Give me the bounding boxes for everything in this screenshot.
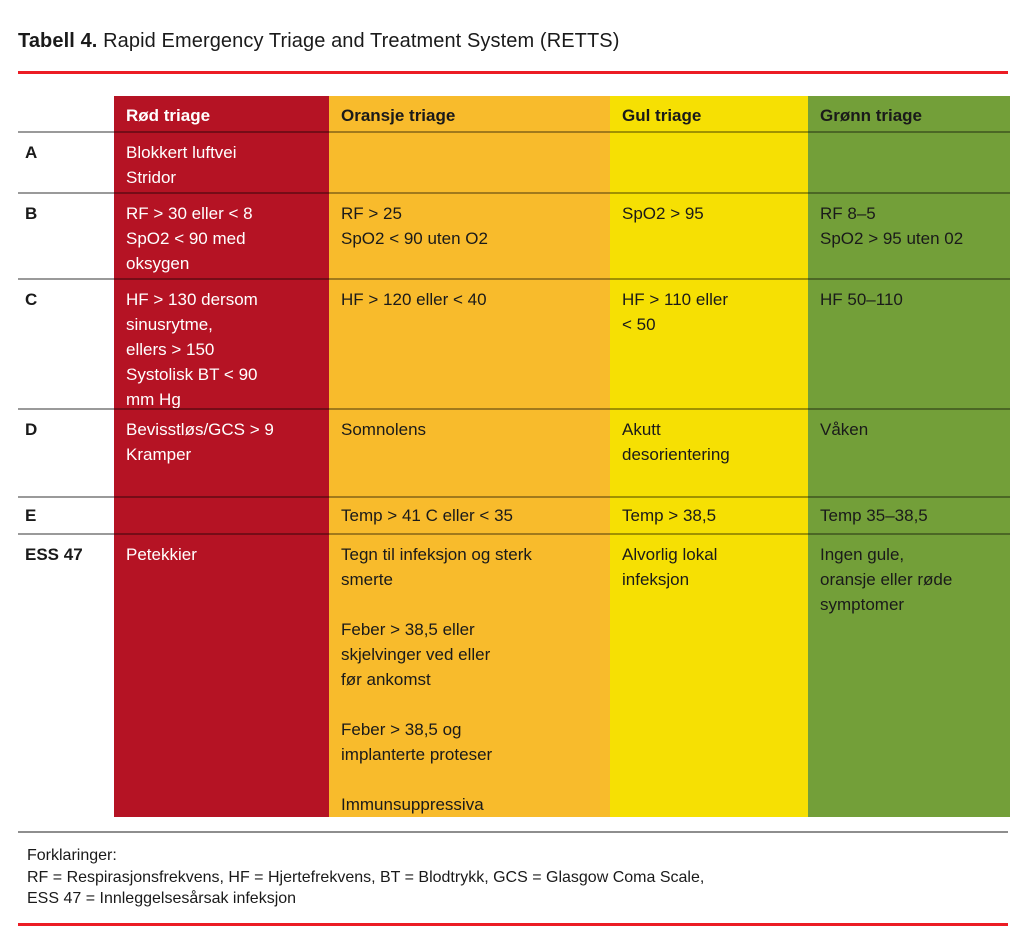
table-title: Tabell 4. Rapid Emergency Triage and Tre… <box>18 30 620 53</box>
row-label-a: A <box>18 131 114 192</box>
cell-a-red: Blokkert luftvei Stridor <box>114 131 329 192</box>
footnote-block: Forklaringer: RF = Respirasjonsfrekvens,… <box>27 845 704 910</box>
bottom-red-rule <box>18 923 1008 926</box>
retts-table: Rød triage Oransje triage Gul triage Grø… <box>18 96 1010 817</box>
cell-d-red: Bevisstløs/GCS > 9 Kramper <box>114 408 329 496</box>
footnote-ess-definition: ESS 47 = Innleggelsesårsak infeksjon <box>27 890 297 907</box>
footnote-heading: Forklaringer: <box>27 847 117 864</box>
cell-d-orange: Somnolens <box>329 408 610 496</box>
table-row-c: C HF > 130 dersom sinusrytme, ellers > 1… <box>18 278 1010 408</box>
cell-d-yellow: Akutt desorientering <box>610 408 808 496</box>
table-row-d: D Bevisstløs/GCS > 9 Kramper Somnolens A… <box>18 408 1010 496</box>
table-row-ess-47: ESS 47 Petekkier Tegn til infeksjon og s… <box>18 533 1010 817</box>
column-header-red-triage: Rød triage <box>114 96 329 131</box>
cell-e-red <box>114 496 329 533</box>
row-label-ess-47: ESS 47 <box>18 533 114 817</box>
row-label-b: B <box>18 192 114 278</box>
cell-c-green: HF 50–110 <box>808 278 1010 408</box>
cell-e-green: Temp 35–38,5 <box>808 496 1010 533</box>
cell-ess-red: Petekkier <box>114 533 329 817</box>
cell-c-orange: HF > 120 eller < 40 <box>329 278 610 408</box>
footnote-abbreviations: RF = Respirasjonsfrekvens, HF = Hjertefr… <box>27 868 705 886</box>
cell-c-yellow: HF > 110 eller < 50 <box>610 278 808 408</box>
cell-ess-orange: Tegn til infeksjon og sterk smerte Feber… <box>329 533 610 817</box>
row-label-c: C <box>18 278 114 408</box>
cell-a-yellow <box>610 131 808 192</box>
table-row-b: B RF > 30 eller < 8 SpO2 < 90 med oksyge… <box>18 192 1010 278</box>
cell-ess-green: Ingen gule, oransje eller røde symptomer <box>808 533 1010 817</box>
header-corner-cell <box>18 96 114 131</box>
cell-b-red: RF > 30 eller < 8 SpO2 < 90 med oksygen <box>114 192 329 278</box>
cell-b-orange: RF > 25 SpO2 < 90 uten O2 <box>329 192 610 278</box>
cell-c-red: HF > 130 dersom sinusrytme, ellers > 150… <box>114 278 329 408</box>
row-label-e: E <box>18 496 114 533</box>
cell-e-orange: Temp > 41 C eller < 35 <box>329 496 610 533</box>
column-header-yellow-triage: Gul triage <box>610 96 808 131</box>
table-title-label: Tabell 4. <box>18 30 98 52</box>
footer-separator-rule <box>18 831 1008 833</box>
cell-a-green <box>808 131 1010 192</box>
table-title-text: Rapid Emergency Triage and Treatment Sys… <box>97 30 620 52</box>
table-header-row: Rød triage Oransje triage Gul triage Grø… <box>18 96 1010 131</box>
cell-d-green: Våken <box>808 408 1010 496</box>
column-header-orange-triage: Oransje triage <box>329 96 610 131</box>
cell-b-green: RF 8–5 SpO2 > 95 uten 02 <box>808 192 1010 278</box>
row-label-d: D <box>18 408 114 496</box>
cell-b-yellow: SpO2 > 95 <box>610 192 808 278</box>
table-row-e: E Temp > 41 C eller < 35 Temp > 38,5 Tem… <box>18 496 1010 533</box>
table-row-a: A Blokkert luftvei Stridor <box>18 131 1010 192</box>
top-red-rule <box>18 71 1008 74</box>
cell-e-yellow: Temp > 38,5 <box>610 496 808 533</box>
cell-ess-yellow: Alvorlig lokal infeksjon <box>610 533 808 817</box>
column-header-green-triage: Grønn triage <box>808 96 1010 131</box>
cell-a-orange <box>329 131 610 192</box>
